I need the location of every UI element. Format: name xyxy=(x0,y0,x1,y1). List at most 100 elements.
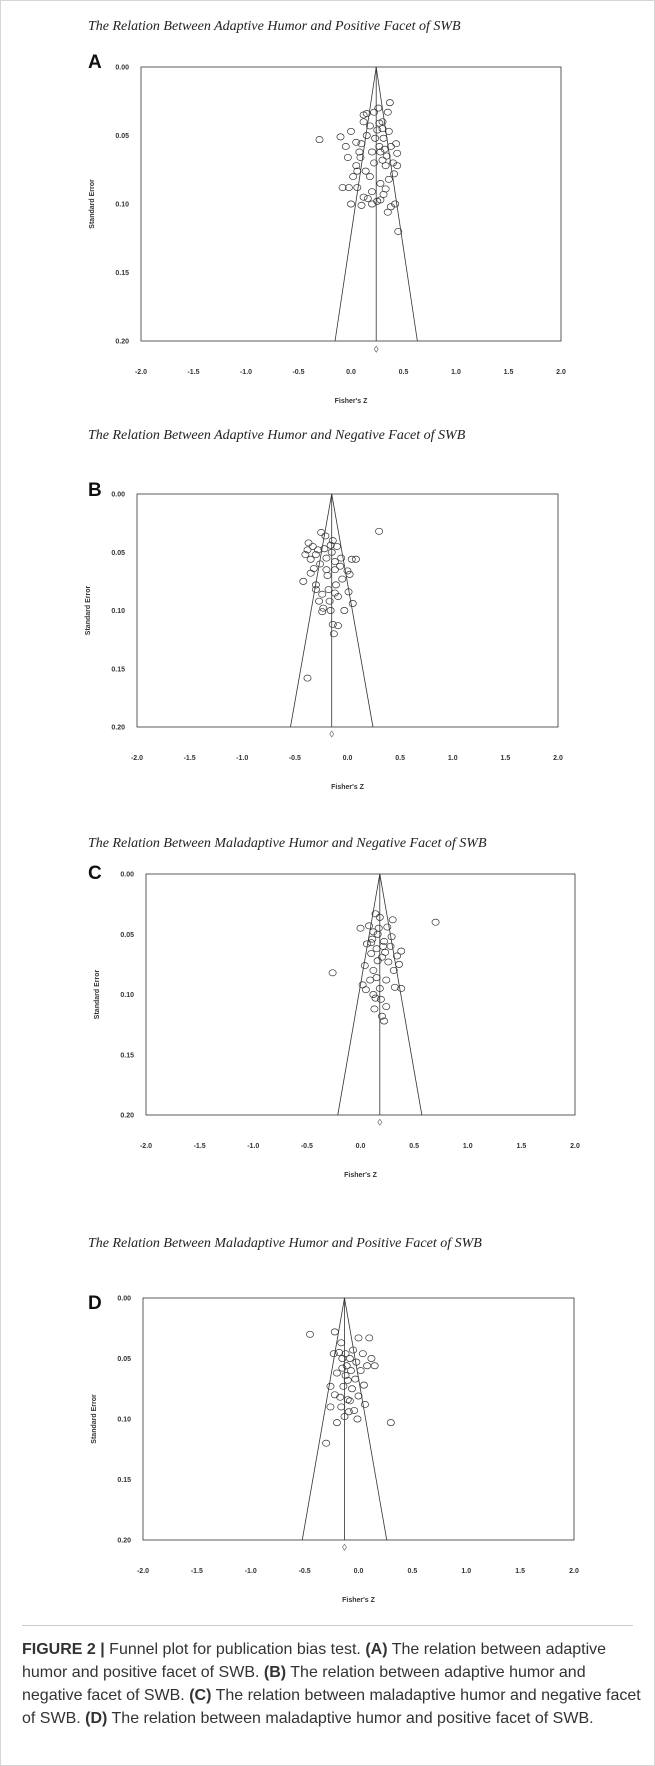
study-point xyxy=(371,134,380,142)
study-point xyxy=(327,548,336,556)
caption-key-d: (D) xyxy=(85,1710,108,1727)
x-tick-label: -2.0 xyxy=(137,1568,149,1575)
study-point xyxy=(386,942,395,950)
study-point xyxy=(365,922,374,930)
study-point xyxy=(340,1413,349,1421)
study-point xyxy=(303,546,312,554)
study-point xyxy=(392,140,401,148)
x-tick-label: -1.0 xyxy=(247,1143,259,1150)
study-point xyxy=(389,966,398,974)
study-point xyxy=(353,1415,362,1423)
study-point xyxy=(326,1382,335,1390)
caption-key-a: (A) xyxy=(365,1641,388,1658)
study-point xyxy=(365,173,374,181)
x-tick-label: -1.5 xyxy=(194,1143,206,1150)
x-tick-label: -1.0 xyxy=(245,1568,257,1575)
panel-d-letter: D xyxy=(88,1293,102,1314)
study-point xyxy=(318,590,327,598)
x-tick-label: 2.0 xyxy=(569,1568,579,1575)
study-point xyxy=(395,960,404,968)
y-tick-label: 0.15 xyxy=(111,666,125,673)
y-tick-label: 0.10 xyxy=(120,992,134,999)
study-point xyxy=(345,1397,354,1405)
x-axis-title: Fisher's Z xyxy=(335,398,369,405)
y-tick-label: 0.00 xyxy=(120,872,134,879)
study-point xyxy=(343,567,352,575)
study-point xyxy=(368,148,376,156)
x-axis-title: Fisher's Z xyxy=(342,1597,376,1604)
x-tick-label: -1.5 xyxy=(184,755,196,762)
study-point xyxy=(345,1355,354,1362)
study-point xyxy=(334,622,342,630)
study-point xyxy=(341,1371,350,1379)
study-point xyxy=(311,581,320,589)
study-point xyxy=(384,175,393,183)
study-point xyxy=(311,551,320,559)
study-point xyxy=(388,916,397,924)
study-point xyxy=(330,1328,339,1336)
study-point xyxy=(380,938,389,945)
funnel-plot-d: 0.00 0.05 0.10 0.15 0.20 -2.0 -1.5 -1.0 -0.5 0.0 0… xyxy=(91,1296,579,1605)
study-point xyxy=(325,597,334,605)
study-point xyxy=(361,167,370,175)
y-tick-label: 0.15 xyxy=(115,270,129,277)
figure-caption: FIGURE 2 | Funnel plot for publication b… xyxy=(22,1638,642,1730)
caption-key-c: (C) xyxy=(189,1687,212,1704)
study-point xyxy=(385,99,394,107)
x-axis-title: Fisher's Z xyxy=(344,1172,378,1179)
caption-figure-label: FIGURE 2 | xyxy=(22,1641,105,1658)
study-point xyxy=(374,924,383,932)
study-point xyxy=(359,118,368,126)
study-point xyxy=(359,193,368,201)
study-point xyxy=(328,537,337,545)
funnel-left-line xyxy=(337,873,381,1116)
x-tick-label: 0.0 xyxy=(343,755,353,762)
study-point xyxy=(306,555,315,563)
y-axis-title: Standard Error xyxy=(89,179,96,229)
x-tick-label: 1.0 xyxy=(463,1143,473,1150)
y-tick-label: 0.20 xyxy=(117,1538,131,1545)
study-point xyxy=(393,162,402,170)
study-point xyxy=(344,1408,353,1416)
summary-diamond xyxy=(377,1118,383,1126)
x-tick-label: -0.5 xyxy=(301,1143,313,1150)
funnel-left-line xyxy=(301,1297,345,1541)
x-tick-label: -1.5 xyxy=(187,369,199,376)
x-axis-title: Fisher's Z xyxy=(331,784,365,791)
study-point xyxy=(317,528,326,536)
x-tick-label: 0.0 xyxy=(346,369,356,376)
study-point xyxy=(362,940,371,948)
x-tick-label: 0.0 xyxy=(354,1568,364,1575)
study-point xyxy=(357,201,366,209)
study-point xyxy=(315,597,324,605)
panel-d-title: The Relation Between Maladaptive Humor a… xyxy=(88,1236,482,1251)
plot-frame xyxy=(145,873,576,1116)
study-point xyxy=(373,126,382,134)
plot-frame xyxy=(142,1297,575,1541)
study-point xyxy=(397,947,406,955)
study-point xyxy=(349,173,358,181)
y-tick-label: 0.05 xyxy=(115,133,129,140)
x-tick-label: 1.0 xyxy=(451,369,461,376)
study-point xyxy=(369,928,378,936)
plot-frame xyxy=(140,66,562,342)
caption-divider xyxy=(22,1625,633,1626)
x-tick-label: 1.5 xyxy=(501,755,511,762)
study-point xyxy=(384,127,393,135)
study-point xyxy=(336,1393,345,1401)
y-tick-label: 0.10 xyxy=(111,608,125,615)
study-point xyxy=(351,555,360,563)
study-point xyxy=(356,924,365,932)
study-point xyxy=(350,1407,359,1414)
panel-c-letter: C xyxy=(88,863,102,884)
y-tick-label: 0.15 xyxy=(117,1477,131,1484)
study-point xyxy=(356,1367,365,1375)
x-tick-label: -1.0 xyxy=(236,755,248,762)
study-point xyxy=(343,1396,352,1404)
y-axis-title: Standard Error xyxy=(85,586,92,636)
x-tick-label: -0.5 xyxy=(289,755,301,762)
study-point xyxy=(363,1362,372,1370)
study-point xyxy=(347,127,355,135)
funnel-right-line xyxy=(344,1297,388,1541)
study-point xyxy=(353,184,362,192)
